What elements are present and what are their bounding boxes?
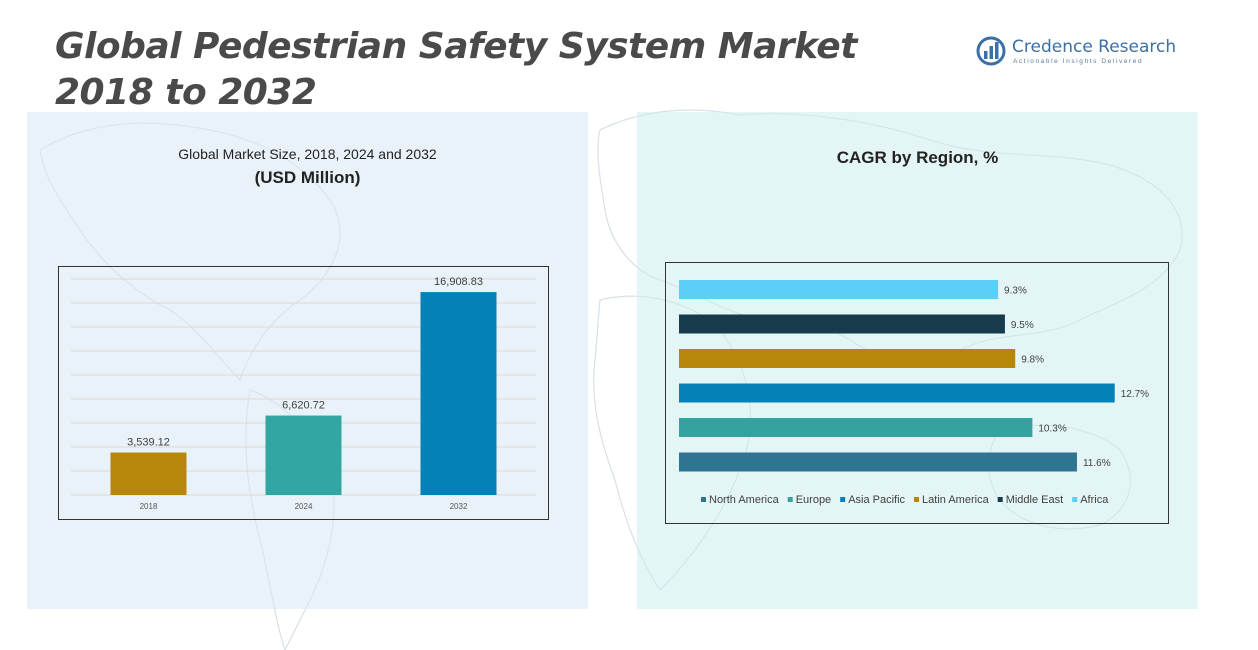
cagr-heading: CAGR by Region, %: [836, 148, 999, 167]
x-tick-2024: 2024: [295, 502, 313, 511]
bar-middle-east: [679, 314, 1005, 334]
brand-tagline: Actionable Insights Delivered: [1013, 58, 1144, 65]
legend-label-north-america: North America: [709, 494, 780, 506]
bar-asia-pacific: [679, 383, 1115, 403]
legend-label-africa: Africa: [1080, 494, 1109, 506]
legend-swatch-asia-pacific: [840, 497, 846, 502]
bar-africa: [679, 280, 999, 299]
value-label-africa: 9.3%: [1004, 286, 1027, 297]
legend: North America Europe Asia Pacific Latin Ame…: [701, 494, 1109, 506]
bar-chart-circle-icon: [976, 36, 1006, 66]
bar-2018: [110, 452, 187, 495]
x-tick-labels: 2018 2024 2032: [140, 502, 468, 511]
value-labels: 9.3% 9.5% 9.8% 12.7% 10.3% 11.6%: [1004, 286, 1149, 470]
brand-name: Credence Research: [1012, 37, 1177, 57]
legend-label-latin-america: Latin America: [922, 494, 990, 506]
value-label-north-america: 11.6%: [1083, 458, 1111, 469]
market-size-panel: Global Market Size, 2018, 2024 and 2032 …: [27, 112, 588, 609]
market-size-chart-frame: 3,539.12 6,620.72 16,908.83 2018 2024 2032: [58, 266, 549, 520]
value-label-asia-pacific: 12.7%: [1121, 389, 1149, 400]
legend-swatch-africa: [1072, 497, 1078, 502]
market-size-heading: Global Market Size, 2018, 2024 and 2032: [178, 146, 437, 162]
value-label-2018: 3,539.12: [127, 437, 170, 449]
value-label-latin-america: 9.8%: [1021, 355, 1044, 366]
bar-2024: [265, 415, 342, 495]
legend-swatch-latin-america: [914, 497, 920, 502]
value-label-2032: 16,908.83: [434, 276, 483, 288]
legend-label-middle-east: Middle East: [1006, 494, 1063, 506]
value-label-europe: 10.3%: [1038, 424, 1066, 435]
legend-swatch-middle-east: [997, 497, 1003, 502]
value-label-2024: 6,620.72: [282, 400, 325, 412]
market-size-unit: (USD Million): [254, 168, 361, 187]
legend-swatch-europe: [787, 497, 793, 502]
legend-label-asia-pacific: Asia Pacific: [848, 494, 905, 506]
bar-europe: [679, 418, 1033, 437]
title-line-1: Global Pedestrian Safety System Market: [55, 26, 857, 67]
x-tick-2032: 2032: [450, 502, 468, 511]
brand-logo: Credence Research Actionable Insights De…: [976, 34, 1176, 68]
bar-2032: [420, 292, 497, 495]
title-line-2: 2018 to 2032: [55, 72, 317, 113]
legend-label-europe: Europe: [796, 494, 831, 506]
x-tick-2018: 2018: [140, 502, 158, 511]
bar-latin-america: [679, 349, 1016, 368]
legend-swatch-north-america: [701, 497, 706, 502]
cagr-chart-frame: 9.3% 9.5% 9.8% 12.7% 10.3% 11.6% North Americ…: [665, 262, 1169, 524]
bars: [110, 292, 497, 495]
market-size-bar-chart: 3,539.12 6,620.72 16,908.83 2018 2024 2032: [71, 276, 536, 511]
value-label-middle-east: 9.5%: [1011, 320, 1034, 331]
bars: [679, 280, 1115, 472]
bar-north-america: [679, 452, 1077, 472]
page-title: Global Pedestrian Safety System Market 2…: [55, 24, 857, 116]
cagr-bar-chart: 9.3% 9.5% 9.8% 12.7% 10.3% 11.6% North Americ…: [679, 280, 1149, 506]
value-labels: 3,539.12 6,620.72 16,908.83: [127, 276, 483, 448]
cagr-panel: CAGR by Region, % 9.3% 9.5% 9.8% 12.7% 10.3%…: [637, 112, 1198, 609]
